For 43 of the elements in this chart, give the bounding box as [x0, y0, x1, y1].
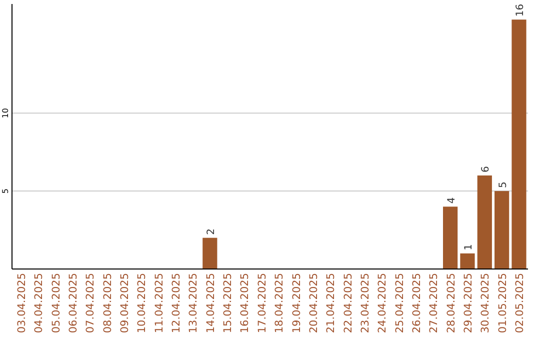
data-label: 5	[498, 182, 509, 188]
bar	[202, 238, 218, 269]
y-tick-label: 10	[1, 108, 10, 118]
x-tick-label: 12.04.2025	[170, 273, 183, 334]
data-label: 1	[463, 244, 474, 250]
x-tick-label: 09.04.2025	[119, 273, 132, 334]
x-tick-label: 23.04.2025	[359, 273, 372, 334]
x-tick-label: 05.04.2025	[50, 273, 62, 334]
x-tick-label: 22.04.2025	[342, 273, 354, 334]
bar	[443, 206, 458, 269]
x-tick-label: 13.04.2025	[188, 273, 200, 334]
x-tick-label: 19.04.2025	[290, 273, 303, 334]
data-label: 4	[446, 197, 458, 204]
data-label: 16	[514, 4, 526, 17]
data-label: 6	[480, 166, 492, 172]
x-tick-label: 07.04.2025	[84, 273, 97, 334]
x-tick-label: 16.04.2025	[239, 273, 252, 334]
x-tick-label: 06.04.2025	[68, 273, 80, 334]
x-tick-label: 20.04.2025	[308, 273, 320, 334]
x-tick-label: 17.04.2025	[256, 273, 268, 334]
x-tick-label: 27.04.2025	[428, 273, 440, 334]
x-tick-label: 15.04.2025	[222, 273, 234, 334]
x-tick-label: 25.04.2025	[394, 273, 406, 334]
bar	[460, 253, 475, 269]
x-tick-label: 01.05.2025	[496, 273, 509, 334]
x-tick-label: 14.04.2025	[204, 273, 217, 334]
bar	[477, 175, 492, 269]
bar	[512, 20, 526, 269]
x-tick-label: 02.05.2025	[514, 273, 526, 334]
x-tick-label: 26.04.2025	[410, 273, 423, 334]
x-tick-label: 21.04.2025	[325, 273, 338, 334]
x-tick-label: 08.04.2025	[102, 273, 114, 334]
x-tick-label: 10.04.2025	[136, 273, 148, 334]
x-tick-label: 24.04.2025	[376, 273, 389, 334]
x-tick-label: 03.04.2025	[16, 273, 28, 334]
bar	[494, 191, 510, 269]
data-label: 2	[206, 228, 217, 235]
x-tick-label: 28.04.2025	[445, 273, 458, 334]
x-tick-label: 18.04.2025	[274, 273, 286, 334]
x-tick-label: 11.04.2025	[153, 273, 166, 334]
x-tick-label: 04.04.2025	[33, 273, 46, 334]
x-tick-label: 30.04.2025	[480, 273, 492, 334]
x-tick-label: 29.04.2025	[462, 273, 474, 334]
